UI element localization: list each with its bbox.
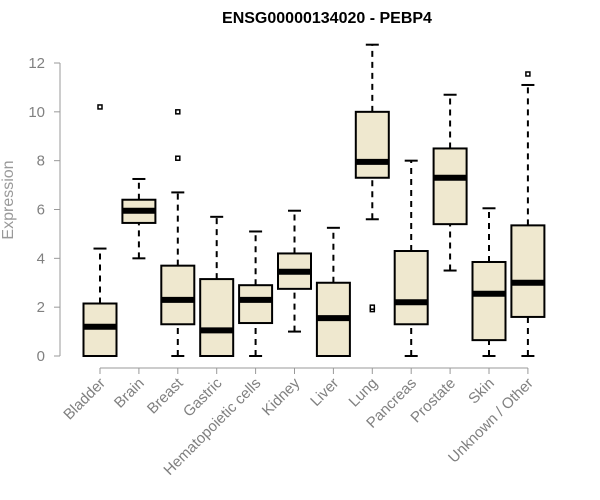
outlier-point (97, 104, 103, 110)
x-tick-label: Kidney (259, 374, 304, 419)
chart-title: ENSG00000134020 - PEBP4 (222, 10, 432, 27)
y-tick-label: 2 (37, 299, 45, 316)
box-group (393, 159, 429, 357)
y-tick-label: 10 (28, 104, 45, 121)
x-tick-label: Brain (111, 375, 148, 412)
box (82, 302, 118, 358)
box-group (432, 93, 468, 272)
box-group (121, 177, 157, 260)
x-tick-label: Breast (144, 374, 187, 417)
box-group (277, 209, 312, 333)
y-axis-label: Expression (0, 160, 17, 239)
box (471, 260, 507, 342)
y-tick-label: 0 (37, 348, 45, 365)
box-group (199, 215, 235, 357)
box-group (82, 104, 118, 358)
outlier-point (175, 109, 181, 115)
box (354, 110, 390, 179)
y-tick-label: 12 (28, 55, 45, 72)
box (160, 264, 196, 326)
box (510, 224, 546, 318)
box-group (238, 230, 274, 357)
box-group (315, 226, 351, 357)
x-tick-label: Bladder (60, 375, 109, 424)
boxes (82, 43, 546, 358)
x-tick-label: Lung (346, 375, 382, 411)
box (393, 250, 429, 326)
box-group (354, 43, 390, 313)
outlier-point (369, 304, 376, 310)
y-tick-label: 6 (37, 202, 45, 219)
y-tick-label: 4 (37, 250, 45, 267)
outlier-point (525, 71, 531, 77)
outlier-point (175, 155, 181, 161)
x-tick-label: Liver (307, 375, 342, 410)
box (199, 278, 235, 357)
x-tick-label: Skin (465, 375, 498, 408)
box-group (160, 109, 196, 357)
box-group (471, 207, 507, 357)
y-tick-label: 8 (37, 153, 45, 170)
box (238, 284, 274, 325)
box-group (510, 71, 546, 357)
box (432, 147, 468, 226)
